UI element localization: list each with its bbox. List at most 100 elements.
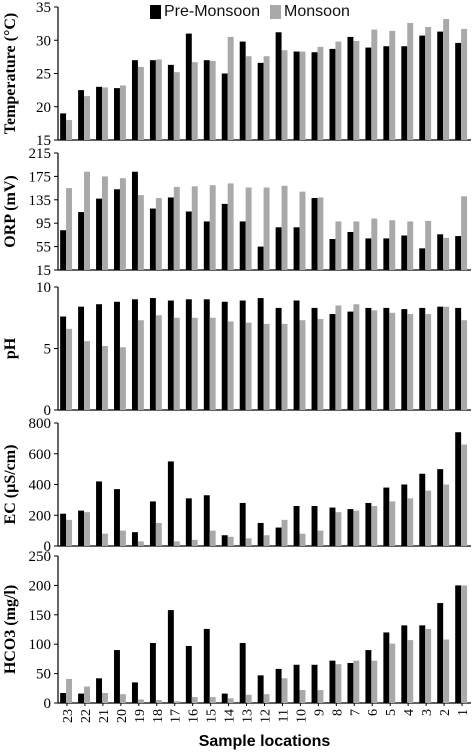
- bar-pre-monsoon: [455, 42, 462, 140]
- bar-pre-monsoon: [437, 31, 444, 141]
- legend-swatch-monsoon: [270, 5, 282, 19]
- bar-pre-monsoon: [185, 498, 192, 546]
- bar-pre-monsoon: [275, 227, 282, 270]
- bar-monsoon: [66, 328, 73, 410]
- bar-pre-monsoon: [131, 682, 138, 703]
- bar-pre-monsoon: [311, 52, 318, 140]
- bar-monsoon: [119, 694, 126, 703]
- bar-monsoon: [155, 522, 162, 546]
- bar-monsoon: [173, 541, 180, 546]
- bar-monsoon: [66, 188, 73, 270]
- bar-pre-monsoon: [311, 307, 318, 410]
- bar-pre-monsoon: [383, 307, 390, 410]
- bar-pre-monsoon: [455, 236, 462, 270]
- legend-swatch-pre-monsoon: [150, 5, 161, 19]
- y-axis-label: HCO3 (mg/l): [2, 585, 19, 674]
- bar-monsoon: [281, 519, 288, 546]
- bar-monsoon: [407, 640, 414, 703]
- bar-monsoon: [425, 220, 432, 270]
- bar-pre-monsoon: [96, 198, 102, 270]
- bar-monsoon: [335, 221, 342, 270]
- bar-pre-monsoon: [78, 90, 85, 141]
- bar-pre-monsoon: [131, 171, 138, 270]
- bar-pre-monsoon: [221, 301, 228, 410]
- bar-monsoon: [84, 96, 90, 140]
- bar-monsoon: [173, 317, 180, 410]
- bar-monsoon: [119, 178, 126, 270]
- bar-monsoon: [263, 535, 270, 546]
- bar-pre-monsoon: [419, 248, 426, 270]
- bar-pre-monsoon: [167, 197, 174, 270]
- bar-monsoon: [263, 187, 270, 270]
- bar-monsoon: [263, 323, 270, 410]
- y-tick-label: 5: [44, 342, 52, 358]
- bar-pre-monsoon: [239, 300, 246, 410]
- bar-monsoon: [101, 693, 108, 703]
- bar-monsoon: [335, 41, 342, 140]
- y-tick-label: 215: [29, 146, 52, 162]
- y-tick-label: 200: [29, 578, 52, 594]
- bar-pre-monsoon: [329, 239, 336, 270]
- bar-pre-monsoon: [293, 664, 300, 703]
- bar-pre-monsoon: [365, 650, 372, 703]
- bar-monsoon: [155, 315, 162, 410]
- bar-pre-monsoon: [203, 628, 210, 703]
- legend-item-monsoon: Monsoon: [270, 3, 350, 21]
- bar-monsoon: [371, 218, 378, 270]
- bar-monsoon: [389, 312, 396, 410]
- bar-monsoon: [137, 195, 144, 270]
- bar-monsoon: [84, 171, 90, 270]
- bar-monsoon: [425, 490, 432, 546]
- bar-monsoon: [173, 72, 180, 140]
- bar-pre-monsoon: [455, 432, 462, 546]
- bar-pre-monsoon: [114, 189, 120, 270]
- bar-monsoon: [299, 320, 306, 410]
- bar-monsoon: [84, 512, 90, 546]
- bar-pre-monsoon: [383, 632, 390, 703]
- y-tick-label: 800: [29, 416, 52, 432]
- bar-monsoon: [407, 498, 414, 546]
- bar-monsoon: [461, 585, 468, 703]
- bar-monsoon: [191, 697, 198, 703]
- bar-pre-monsoon: [401, 235, 408, 270]
- bar-pre-monsoon: [185, 33, 192, 140]
- bar-monsoon: [389, 501, 396, 546]
- bar-pre-monsoon: [60, 230, 67, 270]
- bar-pre-monsoon: [329, 507, 336, 546]
- bar-pre-monsoon: [401, 484, 408, 546]
- bar-pre-monsoon: [437, 469, 444, 547]
- bar-pre-monsoon: [167, 610, 174, 703]
- y-tick-label: 250: [29, 549, 52, 565]
- x-tick-label: 3: [420, 709, 435, 716]
- bar-monsoon: [353, 660, 360, 703]
- bar-pre-monsoon: [419, 625, 426, 703]
- y-tick-label: 50: [36, 667, 51, 683]
- bar-pre-monsoon: [149, 208, 156, 270]
- bar-pre-monsoon: [311, 198, 318, 270]
- bar-monsoon: [137, 699, 144, 703]
- y-tick-label: 55: [36, 240, 51, 256]
- bar-monsoon: [425, 26, 432, 141]
- bar-pre-monsoon: [114, 489, 120, 546]
- bar-pre-monsoon: [114, 88, 120, 140]
- bar-monsoon: [425, 314, 432, 410]
- bar-monsoon: [245, 187, 252, 270]
- bar-pre-monsoon: [347, 663, 354, 703]
- bar-monsoon: [245, 694, 252, 703]
- bar-monsoon: [317, 690, 324, 703]
- y-tick-label: 15: [36, 133, 51, 149]
- bar-pre-monsoon: [419, 307, 426, 410]
- bar-monsoon: [299, 533, 306, 546]
- bar-monsoon: [119, 530, 126, 547]
- bar-pre-monsoon: [221, 203, 228, 270]
- bar-monsoon: [443, 306, 450, 410]
- bar-pre-monsoon: [203, 495, 210, 546]
- bar-pre-monsoon: [96, 678, 102, 703]
- legend-label-monsoon: Monsoon: [284, 3, 350, 20]
- y-tick-label: 0: [44, 696, 52, 712]
- x-tick-label: 16: [187, 709, 202, 723]
- x-tick-label: 10: [294, 709, 309, 723]
- bar-pre-monsoon: [78, 306, 85, 410]
- bar-pre-monsoon: [96, 86, 102, 140]
